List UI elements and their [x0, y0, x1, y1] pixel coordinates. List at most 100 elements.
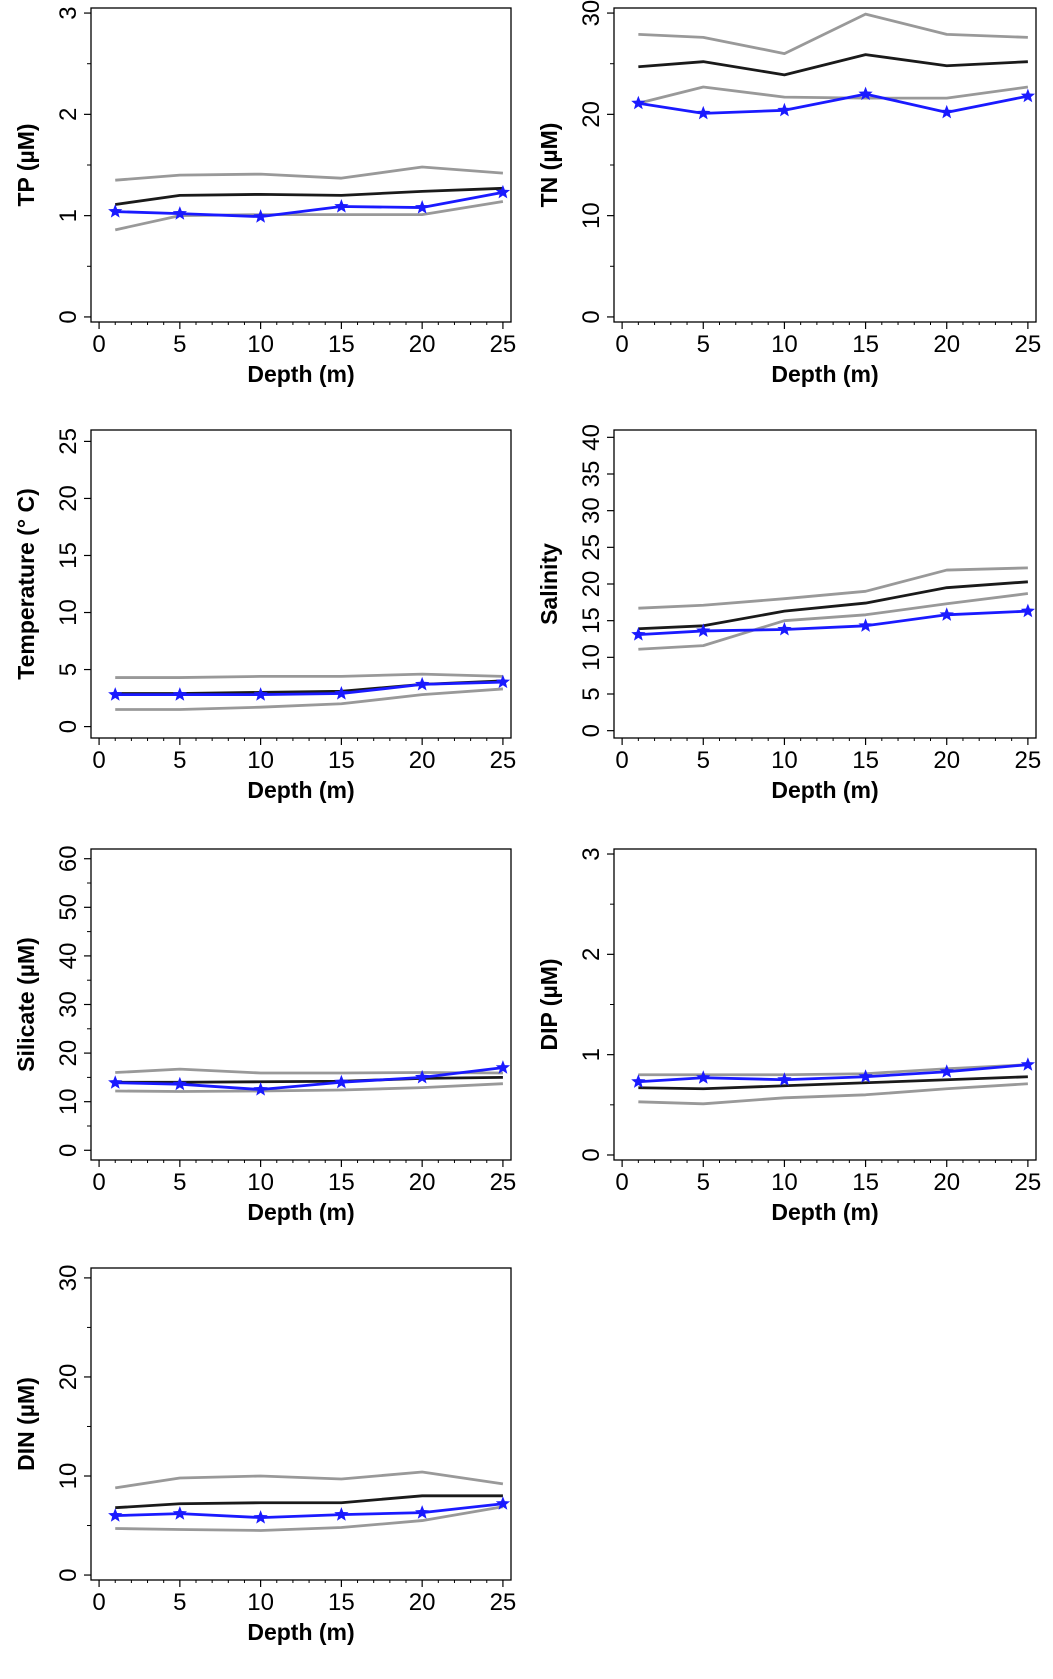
star-icon [631, 627, 646, 641]
star-icon [172, 687, 187, 701]
star-icon [777, 102, 792, 117]
star-icon [939, 1064, 954, 1078]
x-tick-label: 5 [697, 747, 710, 774]
series-line-upper-bound [638, 1063, 1028, 1077]
y-tick-label: 1 [578, 1048, 605, 1061]
y-tick-label: 30 [578, 497, 605, 524]
x-tick-label: 10 [771, 331, 798, 358]
star-icon [858, 618, 873, 632]
series-line-observed [638, 609, 1028, 636]
chart-panel-salinity: 0 5 10 15 20 25 0 5 10 15 20 25 30 35 40 Depth (m) Salin… [536, 424, 1041, 803]
star-icon [858, 1069, 873, 1083]
y-axis-title: TN (µM) [536, 123, 562, 208]
x-axis-title: Depth (m) [771, 361, 878, 387]
x-axis-title: Depth (m) [771, 1199, 878, 1225]
series-line-mean [115, 1494, 503, 1510]
x-tick-label: 10 [247, 747, 274, 774]
star-icon [631, 1074, 646, 1088]
x-tick-label: 0 [615, 331, 628, 358]
x-tick-label: 20 [933, 1169, 960, 1196]
x-tick-label: 10 [771, 747, 798, 774]
series-line-observed [638, 1063, 1029, 1084]
y-tick-label: 40 [55, 943, 82, 970]
series-line-observed [115, 190, 504, 219]
y-tick-label: 20 [578, 101, 605, 128]
x-tick-label: 5 [173, 331, 186, 358]
y-tick-label: 2 [55, 108, 82, 121]
x-tick-label: 5 [697, 331, 710, 358]
x-tick-label: 15 [852, 1169, 879, 1196]
star-icon [415, 1505, 430, 1519]
star-icon [858, 86, 873, 101]
x-tick-label: 5 [173, 1169, 186, 1196]
y-tick-label: 20 [578, 571, 605, 598]
plot-frame [613, 7, 1037, 323]
series-line-lower-bound [638, 592, 1029, 651]
star-icon [495, 674, 511, 689]
y-tick-label: 60 [55, 845, 82, 872]
x-tick-label: 15 [852, 331, 879, 358]
y-axis-title: TP (µM) [13, 123, 39, 206]
star-icon [777, 621, 792, 636]
star-icon [495, 1496, 511, 1510]
star-icon [939, 104, 954, 119]
star-icon [172, 1506, 187, 1520]
x-tick-label: 15 [328, 747, 355, 774]
star-icon [495, 184, 511, 199]
star-icon [1020, 1057, 1036, 1071]
y-tick-label: 0 [55, 1144, 82, 1157]
y-tick-label: 10 [55, 1088, 82, 1115]
star-icon [415, 200, 430, 214]
x-axis-title: Depth (m) [247, 361, 354, 387]
x-axis-title: Depth (m) [771, 777, 878, 803]
x-tick-label: 0 [92, 331, 105, 358]
chart-panel-tn: 0 5 10 15 20 25 0 10 20 30 Depth (m) TN (µM) [536, 0, 1041, 387]
y-tick-label: 0 [578, 310, 605, 323]
y-tick-label: 30 [578, 0, 605, 26]
y-tick-label: 0 [55, 1568, 82, 1581]
star-icon [108, 204, 123, 218]
y-tick-label: 15 [578, 607, 605, 634]
x-tick-label: 10 [771, 1169, 798, 1196]
y-tick-label: 40 [578, 424, 605, 451]
star-icon [696, 623, 711, 637]
y-tick-label: 30 [55, 991, 82, 1018]
star-icon [334, 1507, 349, 1521]
x-tick-label: 15 [328, 1589, 355, 1616]
x-tick-label: 25 [1015, 331, 1042, 358]
y-tick-label: 25 [55, 428, 82, 455]
y-tick-label: 0 [578, 1148, 605, 1161]
x-tick-label: 20 [409, 331, 436, 358]
series-line-mean [638, 53, 1028, 77]
star-icon [334, 686, 349, 700]
plot-frame [90, 848, 512, 1161]
x-tick-label: 20 [933, 331, 960, 358]
star-icon [495, 1060, 511, 1074]
star-icon [253, 1510, 268, 1524]
series-line-observed [638, 92, 1029, 115]
star-icon [1020, 88, 1036, 103]
series-line-observed [115, 680, 503, 697]
x-tick-label: 10 [247, 1589, 274, 1616]
series-line-lower-bound [115, 1082, 503, 1093]
star-icon [108, 687, 123, 701]
y-tick-label: 50 [55, 894, 82, 921]
star-icon [696, 1070, 711, 1084]
series-line-mean [638, 1075, 1028, 1091]
x-tick-label: 5 [697, 1169, 710, 1196]
y-tick-label: 0 [55, 310, 82, 323]
y-axis-title: Salinity [536, 543, 562, 625]
series-line-upper-bound [115, 1470, 504, 1490]
series-line-mean [638, 580, 1028, 631]
star-icon [939, 607, 954, 621]
plot-frame [613, 429, 1037, 739]
star-icon [696, 105, 711, 120]
star-icon [253, 687, 268, 701]
y-tick-label: 30 [55, 1265, 82, 1292]
x-tick-label: 10 [247, 1169, 274, 1196]
star-icon [334, 1074, 349, 1089]
star-icon [777, 1072, 792, 1086]
x-tick-label: 25 [490, 1589, 517, 1616]
y-tick-label: 35 [578, 461, 605, 488]
y-tick-label: 5 [578, 687, 605, 700]
